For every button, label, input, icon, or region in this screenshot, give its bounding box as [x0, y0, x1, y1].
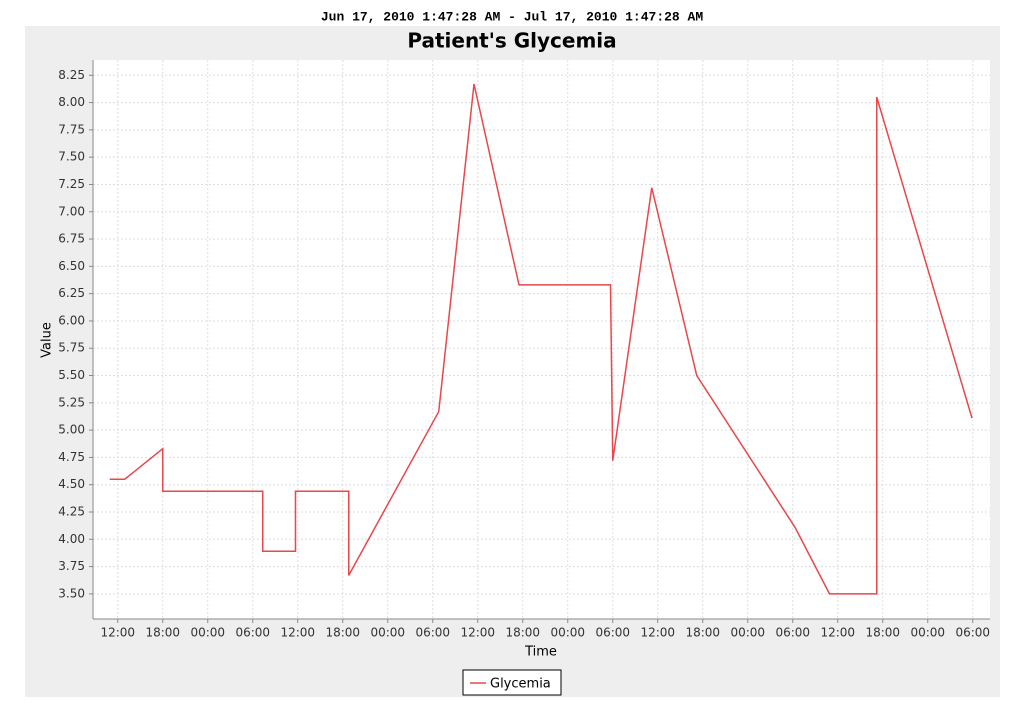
- y-tick-label: 7.25: [58, 177, 85, 191]
- x-tick-label: 18:00: [865, 626, 900, 640]
- legend: Glycemia: [462, 669, 562, 696]
- chart-title: Patient's Glycemia: [407, 29, 616, 53]
- y-tick-label: 6.50: [58, 259, 85, 273]
- x-axis-label: Time: [524, 645, 557, 660]
- x-tick-label: 12:00: [460, 626, 495, 640]
- chart-subtitle: Jun 17, 2010 1:47:28 AM - Jul 17, 2010 1…: [321, 9, 703, 24]
- x-tick-label: 06:00: [235, 626, 270, 640]
- y-tick-label: 4.25: [58, 505, 85, 519]
- y-tick-label: 5.00: [58, 423, 85, 437]
- y-tick-label: 3.50: [58, 586, 85, 600]
- x-tick-label: 00:00: [550, 626, 585, 640]
- y-tick-label: 8.25: [58, 68, 85, 82]
- legend-label: Glycemia: [490, 677, 551, 692]
- x-tick-label: 06:00: [415, 626, 450, 640]
- x-tick-label: 06:00: [595, 626, 630, 640]
- y-tick-label: 6.75: [58, 232, 85, 246]
- x-tick-label: 12:00: [100, 626, 135, 640]
- x-tick-label: 12:00: [640, 626, 675, 640]
- x-tick-label: 12:00: [820, 626, 855, 640]
- x-tick-label: 06:00: [955, 626, 990, 640]
- x-tick-label: 18:00: [505, 626, 540, 640]
- data-line: [109, 83, 973, 595]
- x-tick-label: 00:00: [190, 626, 225, 640]
- y-tick-label: 4.00: [58, 532, 85, 546]
- x-tick-label: 18:00: [685, 626, 720, 640]
- y-tick-label: 7.50: [58, 150, 85, 164]
- y-tick-label: 8.00: [58, 95, 85, 109]
- y-tick-label: 4.50: [58, 477, 85, 491]
- y-tick-label: 6.25: [58, 286, 85, 300]
- x-tick-label: 18:00: [145, 626, 180, 640]
- y-tick-label: 3.75: [58, 559, 85, 573]
- x-tick-label: 12:00: [280, 626, 315, 640]
- y-tick-label: 7.75: [58, 122, 85, 136]
- y-tick-label: 7.00: [58, 204, 85, 218]
- plot-area: [93, 60, 990, 619]
- y-tick-label: 5.25: [58, 395, 85, 409]
- x-tick-label: 00:00: [910, 626, 945, 640]
- x-tick-label: 00:00: [370, 626, 405, 640]
- y-axis-label: Value: [40, 322, 55, 358]
- y-tick-label: 5.75: [58, 341, 85, 355]
- x-tick-label: 06:00: [775, 626, 810, 640]
- y-tick-label: 6.00: [58, 313, 85, 327]
- y-tick-label: 5.50: [58, 368, 85, 382]
- y-tick-label: 4.75: [58, 450, 85, 464]
- x-tick-label: 18:00: [325, 626, 360, 640]
- x-tick-label: 00:00: [730, 626, 765, 640]
